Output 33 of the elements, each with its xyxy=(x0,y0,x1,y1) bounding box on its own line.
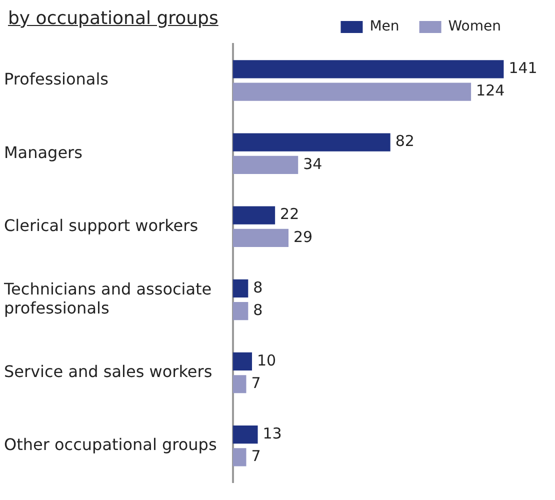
y-tick-label: Technicians and associate professionals xyxy=(3,279,212,318)
data-label: 141 xyxy=(508,59,538,78)
y-tick-label: Other occupational groups xyxy=(4,435,217,454)
data-label: 8 xyxy=(253,300,263,319)
data-label: 8 xyxy=(253,278,263,296)
bar xyxy=(232,206,276,224)
bar xyxy=(232,228,289,248)
bar xyxy=(232,279,248,298)
bar xyxy=(232,302,248,320)
bar xyxy=(232,448,246,466)
data-label: 7 xyxy=(251,447,261,466)
bar xyxy=(232,352,252,371)
y-tick-label: Service and sales workers xyxy=(4,362,212,381)
bar xyxy=(232,425,258,444)
bar xyxy=(232,82,472,101)
data-label: 124 xyxy=(476,82,505,100)
chart-title: by occupational groups xyxy=(8,8,218,29)
data-label: 10 xyxy=(257,351,276,370)
data-label: 29 xyxy=(294,228,313,246)
data-label: 13 xyxy=(262,424,282,442)
data-label: 7 xyxy=(251,374,261,392)
bar xyxy=(232,375,246,394)
data-label: 82 xyxy=(395,132,414,150)
y-tick-label: Clerical support workers xyxy=(4,216,198,235)
data-label: 34 xyxy=(303,154,322,173)
y-tick-label: Managers xyxy=(4,142,82,162)
data-label: 22 xyxy=(280,205,300,224)
bar xyxy=(232,133,390,152)
y-tick-label: Professionals xyxy=(4,70,108,89)
bar xyxy=(232,156,298,174)
legend-label: Women xyxy=(448,18,502,35)
bar xyxy=(232,60,504,78)
legend-label: Men xyxy=(370,18,400,35)
